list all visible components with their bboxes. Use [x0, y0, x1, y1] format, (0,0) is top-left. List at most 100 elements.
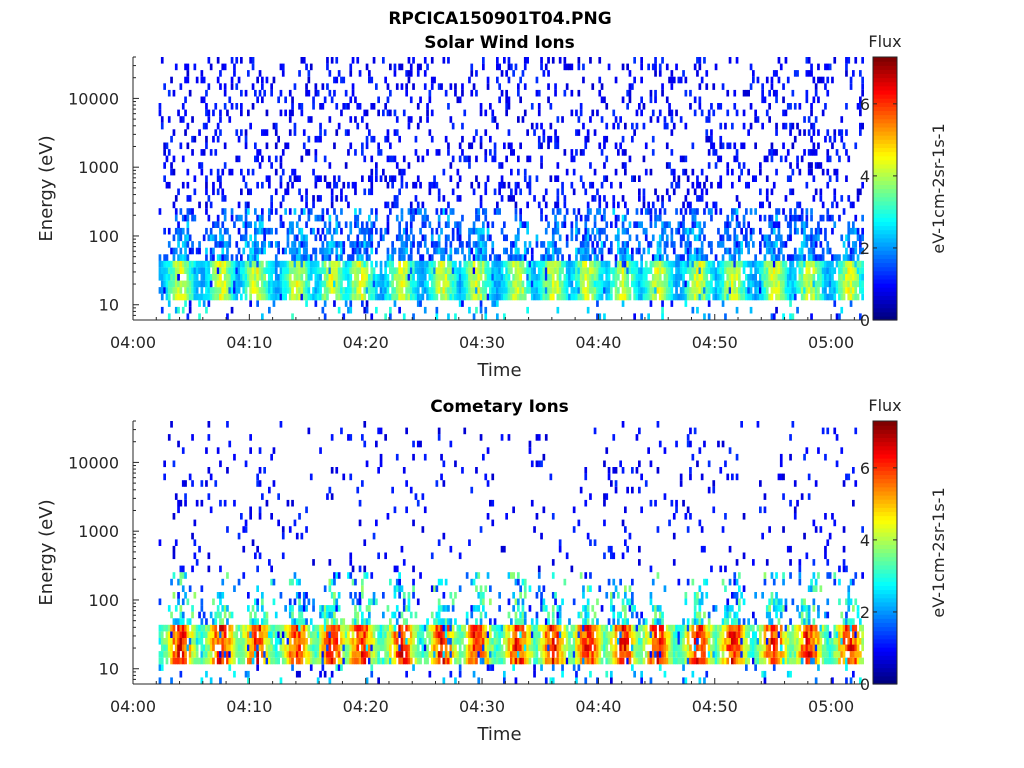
- heatmap-cell: [165, 254, 169, 261]
- heatmap-cell: [209, 234, 213, 242]
- heatmap-cell: [347, 644, 350, 652]
- heatmap-cell: [584, 287, 588, 294]
- heatmap-cell: [437, 267, 441, 274]
- heatmap-cell: [230, 168, 234, 176]
- heatmap-cell: [200, 657, 204, 665]
- heatmap-cell: [216, 260, 220, 268]
- heatmap-cell: [209, 254, 213, 261]
- heatmap-cell: [651, 149, 655, 156]
- heatmap-cell: [700, 76, 704, 84]
- heatmap-cell: [454, 287, 457, 294]
- heatmap-cell: [298, 247, 301, 255]
- heatmap-cell: [333, 241, 336, 248]
- heatmap-cell: [398, 227, 401, 235]
- heatmap-cell: [330, 195, 334, 202]
- heatmap-cell: [326, 274, 329, 281]
- heatmap-cell: [710, 280, 713, 288]
- heatmap-cell: [782, 280, 785, 288]
- heatmap-cell: [533, 280, 536, 288]
- heatmap-cell: [158, 274, 162, 281]
- heatmap-cell: [437, 260, 441, 268]
- heatmap-cell: [817, 96, 820, 104]
- heatmap-cell: [370, 241, 374, 248]
- heatmap-cell: [177, 440, 180, 448]
- heatmap-cell: [235, 280, 239, 288]
- chart-panel-1: 04:00 04:10 04:20 04:30 04:40 04:50 05:0010100…: [36, 32, 948, 381]
- heatmap-cell: [221, 287, 225, 294]
- heatmap-cell: [544, 63, 548, 71]
- heatmap-cell: [235, 57, 239, 64]
- heatmap-cell: [761, 96, 764, 104]
- heatmap-cell: [449, 116, 453, 123]
- heatmap-cell: [237, 651, 241, 658]
- heatmap-cell: [391, 254, 394, 261]
- heatmap-cell: [261, 280, 264, 288]
- heatmap-cell: [789, 280, 792, 288]
- heatmap-cell: [852, 287, 855, 294]
- heatmap-cell: [596, 274, 599, 281]
- heatmap-cell: [270, 195, 273, 202]
- heatmap-cell: [668, 221, 671, 228]
- heatmap-cell: [449, 208, 453, 215]
- heatmap-cell: [482, 260, 485, 268]
- heatmap-cell: [586, 254, 590, 261]
- heatmap-cell: [400, 208, 404, 215]
- heatmap-cell: [661, 57, 664, 64]
- heatmap-cell: [726, 247, 730, 255]
- heatmap-cell: [654, 89, 657, 97]
- heatmap-cell: [684, 76, 688, 84]
- heatmap-cell: [828, 274, 832, 281]
- heatmap-cell: [230, 293, 234, 301]
- heatmap-cell: [247, 201, 250, 209]
- heatmap-cell: [279, 644, 283, 652]
- heatmap-cell: [393, 109, 397, 117]
- heatmap-cell: [482, 254, 485, 261]
- heatmap-cell: [254, 142, 257, 150]
- heatmap-cell: [507, 280, 511, 288]
- heatmap-cell: [498, 274, 501, 281]
- heatmap-cell: [689, 260, 692, 268]
- heatmap-cell: [409, 287, 413, 294]
- heatmap-cell: [570, 181, 574, 189]
- heatmap-cell: [510, 247, 513, 255]
- heatmap-cell: [642, 201, 646, 209]
- heatmap-cell: [261, 181, 264, 189]
- heatmap-cell: [547, 135, 550, 143]
- heatmap-cell: [482, 241, 485, 248]
- heatmap-cell: [845, 274, 848, 281]
- heatmap-cell: [368, 129, 371, 136]
- heatmap-cell: [603, 142, 606, 150]
- heatmap-cell: [263, 657, 266, 665]
- heatmap-cell: [186, 267, 190, 274]
- heatmap-cell: [789, 267, 792, 274]
- heatmap-cell: [421, 293, 425, 301]
- heatmap-cell: [484, 208, 488, 215]
- heatmap-cell: [670, 234, 674, 242]
- heatmap-cell: [375, 208, 378, 215]
- colorbar-segment: [873, 274, 897, 280]
- heatmap-cell: [658, 254, 662, 261]
- colorbar-segment: [873, 229, 897, 235]
- heatmap-cell: [337, 221, 341, 228]
- heatmap-cell: [344, 195, 348, 202]
- heatmap-cell: [479, 195, 483, 202]
- heatmap-cell: [679, 260, 683, 268]
- heatmap-cell: [279, 214, 283, 222]
- heatmap-cell: [305, 624, 308, 632]
- heatmap-cell: [786, 254, 790, 261]
- heatmap-cell: [233, 585, 236, 592]
- heatmap-cell: [803, 116, 806, 123]
- heatmap-cell: [619, 116, 622, 123]
- heatmap-cell: [517, 227, 520, 235]
- heatmap-cell: [316, 195, 320, 202]
- heatmap-cell: [193, 644, 197, 652]
- heatmap-cell: [577, 116, 581, 123]
- heatmap-cell: [775, 287, 778, 294]
- heatmap-cell: [698, 83, 702, 90]
- heatmap-cell: [449, 175, 453, 182]
- heatmap-cell: [379, 234, 383, 242]
- heatmap-cell: [826, 76, 830, 84]
- heatmap-cell: [184, 267, 187, 274]
- heatmap-cell: [472, 254, 476, 261]
- heatmap-cell: [174, 260, 178, 268]
